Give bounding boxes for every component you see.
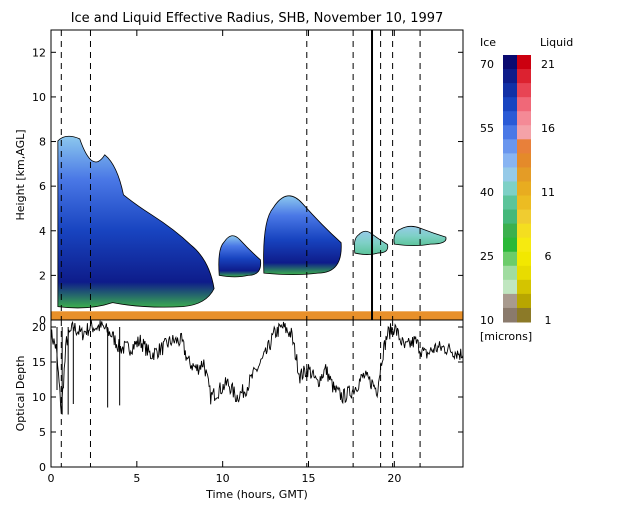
ice-color-swatch xyxy=(503,125,518,140)
ice-color-swatch xyxy=(503,153,518,168)
height-tick-label: 12 xyxy=(32,46,46,59)
colorbar: Ice Liquid 70 55 40 25 10 21 16 11 6 1 [microns] xyxy=(480,36,573,343)
liquid-color-swatch xyxy=(517,251,531,267)
time-tick-label: 10 xyxy=(216,472,230,485)
ice-tick-label: 25 xyxy=(480,250,494,263)
liquid-color-swatch xyxy=(517,195,531,211)
liquid-color-swatch xyxy=(517,69,531,84)
colorbar-unit-label: [microns] xyxy=(480,330,532,343)
liquid-tick-label: 6 xyxy=(545,250,552,263)
optical-depth-tick-label: 20 xyxy=(32,321,46,334)
time-markers-bottom xyxy=(60,320,421,467)
ice-tick-label: 10 xyxy=(480,314,494,327)
ice-color-swatch xyxy=(503,279,518,295)
time-axis-label: Time (hours, GMT) xyxy=(205,488,308,501)
cloud-region-1 xyxy=(57,135,215,309)
liquid-color-swatch xyxy=(517,237,531,253)
liquid-tick-label: 16 xyxy=(541,122,555,135)
ice-color-swatch xyxy=(503,55,518,70)
optical-depth-series xyxy=(50,320,464,413)
ice-color-swatch xyxy=(503,181,518,197)
liquid-color-swatch xyxy=(517,181,531,197)
ice-color-swatch xyxy=(503,237,518,253)
chart-title: Ice and Liquid Effective Radius, SHB, No… xyxy=(71,11,444,26)
optical-depth-tick-label: 5 xyxy=(39,426,46,439)
liquid-color-swatch xyxy=(517,279,531,295)
colorbar-liquid-label: Liquid xyxy=(540,36,573,49)
liquid-color-swatch xyxy=(517,83,531,98)
ice-color-swatch xyxy=(503,195,518,211)
liquid-color-swatch xyxy=(517,307,531,323)
time-markers-top xyxy=(60,30,421,320)
cloud-region-5 xyxy=(393,225,447,247)
height-axis-label: Height [km,AGL] xyxy=(14,129,27,220)
liquid-tick-label: 21 xyxy=(541,58,555,71)
optical-depth-tick-label: 15 xyxy=(32,356,46,369)
liquid-color-swatch xyxy=(517,293,531,309)
optical-depth-tick-label: 10 xyxy=(32,391,46,404)
optical-depth-axis-label: Optical Depth xyxy=(14,356,27,432)
ice-color-swatch xyxy=(503,307,518,323)
liquid-color-swatch xyxy=(517,265,531,281)
liquid-layer xyxy=(51,311,463,320)
time-tick-label: 5 xyxy=(133,472,140,485)
cloud-regions xyxy=(57,135,447,309)
optical-depth-tick-label: 0 xyxy=(39,461,46,474)
liquid-tick-label: 1 xyxy=(545,314,552,327)
liquid-color-swatch xyxy=(517,223,531,239)
ice-color-swatch xyxy=(503,251,518,267)
height-tick-label: 4 xyxy=(39,225,46,238)
ice-color-swatch xyxy=(503,209,518,225)
liquid-color-swatch xyxy=(517,167,531,182)
ice-color-swatch xyxy=(503,69,518,84)
bottom-plot-frame xyxy=(50,319,464,468)
liquid-color-swatch xyxy=(517,153,531,168)
optical-depth-axis: 0 5 10 15 20 xyxy=(32,321,463,474)
time-tick-label: 15 xyxy=(302,472,316,485)
height-tick-label: 10 xyxy=(32,91,46,104)
ice-color-swatch xyxy=(503,265,518,281)
liquid-tick-label: 11 xyxy=(541,186,555,199)
height-tick-label: 0 xyxy=(39,314,46,327)
cloud-region-3 xyxy=(263,195,342,276)
cloud-region-2 xyxy=(218,235,262,278)
liquid-color-swatch xyxy=(517,209,531,225)
ice-tick-label: 70 xyxy=(480,58,494,71)
height-tick-label: 2 xyxy=(39,269,46,282)
liquid-color-swatch xyxy=(517,111,531,126)
ice-color-swatch xyxy=(503,139,518,154)
ice-color-swatch xyxy=(503,167,518,182)
ice-tick-label: 55 xyxy=(480,122,494,135)
height-tick-label: 8 xyxy=(39,136,46,149)
ice-color-swatch xyxy=(503,97,518,112)
ice-color-swatch xyxy=(503,293,518,309)
liquid-color-swatch xyxy=(517,125,531,140)
liquid-color-swatch xyxy=(517,97,531,112)
ice-color-swatch xyxy=(503,83,518,98)
liquid-color-swatch xyxy=(517,55,531,70)
ice-color-swatch xyxy=(503,111,518,126)
height-tick-label: 6 xyxy=(39,180,46,193)
colorbar-ice-label: Ice xyxy=(480,36,496,49)
time-axis: 0 5 10 15 20 xyxy=(48,30,401,485)
colorbar-ticks: 70 55 40 25 10 21 16 11 6 1 xyxy=(480,58,555,327)
time-tick-label: 20 xyxy=(387,472,401,485)
effective-radius-panel: 0 2 4 6 8 10 12 Height [km,AGL] xyxy=(14,29,464,327)
ice-color-scale xyxy=(503,55,518,323)
liquid-color-scale xyxy=(517,55,531,323)
time-tick-label: 0 xyxy=(48,472,55,485)
ice-tick-label: 40 xyxy=(480,186,494,199)
ice-color-swatch xyxy=(503,223,518,239)
liquid-color-swatch xyxy=(517,139,531,154)
